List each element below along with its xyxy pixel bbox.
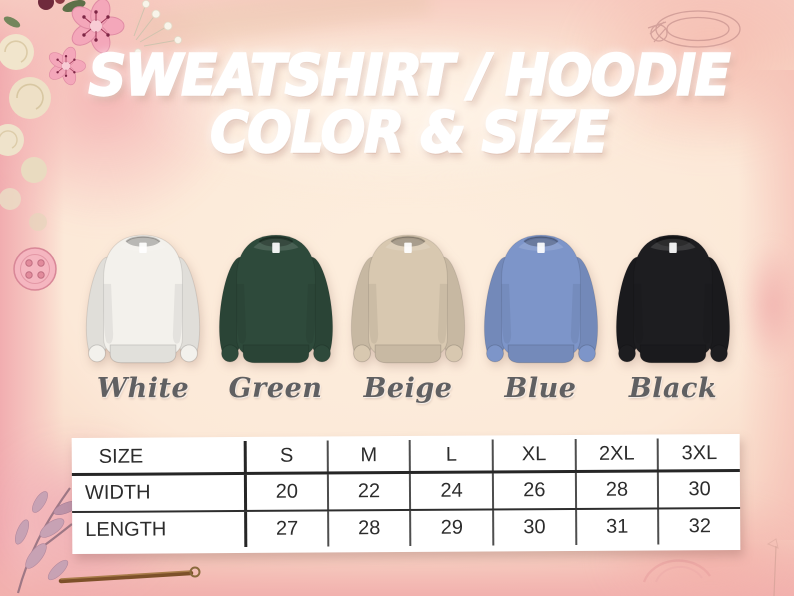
size-table: SIZE S M L XL 2XL 3XL WIDTH 20 22 24 26 …	[71, 433, 741, 555]
table-cell: 27	[244, 511, 327, 547]
table-cell: 22	[326, 473, 410, 510]
table-cell: 29	[409, 510, 493, 546]
color-label: White	[96, 373, 190, 404]
size-table-header-row: SIZE S M L XL 2XL 3XL	[71, 437, 740, 477]
color-option-green: Green	[214, 224, 337, 404]
size-table-header: XL	[491, 438, 575, 471]
row-label: WIDTH	[84, 481, 151, 504]
twig-icon	[58, 566, 201, 584]
size-table-header: 2XL	[574, 438, 658, 470]
table-cell: 28	[326, 510, 410, 547]
color-option-black: Black	[612, 224, 734, 404]
sweatshirt-icon	[214, 234, 337, 364]
table-cell: 32	[657, 508, 741, 545]
page-title: SWEATSHIRT / HOODIE COLOR & SIZE	[0, 43, 794, 166]
size-table-header: S	[243, 440, 327, 472]
tan-strip	[138, 0, 432, 50]
sweatshirt-icon	[347, 234, 469, 364]
color-option-blue: Blue	[479, 224, 602, 404]
right-rose-blob	[742, 240, 794, 370]
size-table-header: M	[326, 439, 410, 472]
table-cell: 26	[491, 472, 575, 509]
size-table-header: SIZE	[98, 445, 144, 468]
table-cell: 31	[574, 509, 658, 545]
color-option-white: White	[82, 224, 204, 404]
color-label: Blue	[504, 373, 577, 404]
color-option-beige: Beige	[347, 224, 469, 404]
sweatshirt-icon	[612, 234, 734, 364]
table-cell: 20	[243, 474, 327, 510]
sweatshirt-icon	[82, 234, 204, 364]
table-cell: 24	[409, 473, 493, 509]
size-table-header: 3XL	[656, 437, 740, 470]
color-label: Green	[228, 373, 323, 404]
green-leaf-icon	[3, 0, 86, 28]
color-label: Black	[628, 373, 718, 404]
size-table-row-width: WIDTH 20 22 24 26 28 30	[71, 471, 741, 514]
color-options-row: White Green Beige Blue Black	[82, 224, 734, 404]
table-cell: 30	[657, 471, 741, 508]
table-cell: 28	[574, 472, 658, 508]
title-line-1: SWEATSHIRT / HOODIE	[88, 43, 732, 109]
table-cell: 30	[492, 509, 575, 546]
size-table-header: L	[408, 439, 492, 471]
sweatshirt-icon	[479, 234, 602, 364]
title-line-2: COLOR & SIZE	[209, 100, 610, 166]
row-label: LENGTH	[85, 518, 167, 541]
color-label: Beige	[363, 373, 453, 404]
size-table-row-length: LENGTH 27 28 29 30 31 32	[72, 508, 741, 548]
maroon-bud-icon	[38, 0, 65, 10]
button-icon	[13, 247, 57, 291]
